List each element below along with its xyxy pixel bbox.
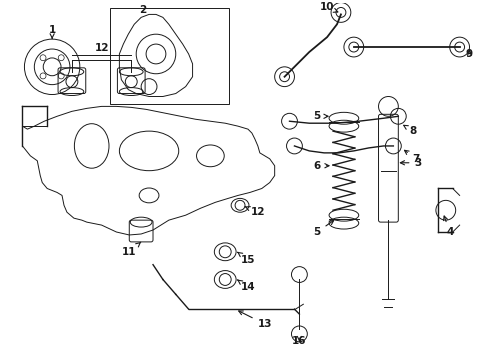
Text: 6: 6 — [314, 161, 329, 171]
Text: 5: 5 — [314, 220, 334, 237]
Text: 16: 16 — [292, 336, 307, 346]
Text: 8: 8 — [404, 125, 417, 136]
Text: 11: 11 — [122, 242, 141, 257]
Text: 13: 13 — [239, 311, 272, 329]
Text: 5: 5 — [314, 111, 328, 121]
Text: 9: 9 — [466, 49, 473, 59]
Text: 10: 10 — [320, 3, 338, 13]
Text: 15: 15 — [238, 252, 255, 265]
Text: 4: 4 — [443, 216, 453, 237]
Text: 12: 12 — [245, 207, 265, 217]
Text: 3: 3 — [400, 158, 422, 168]
Text: 2: 2 — [140, 5, 147, 15]
Text: 12: 12 — [95, 43, 109, 53]
Text: 7: 7 — [405, 150, 420, 164]
Text: 1: 1 — [49, 25, 56, 38]
Text: 14: 14 — [238, 280, 255, 292]
